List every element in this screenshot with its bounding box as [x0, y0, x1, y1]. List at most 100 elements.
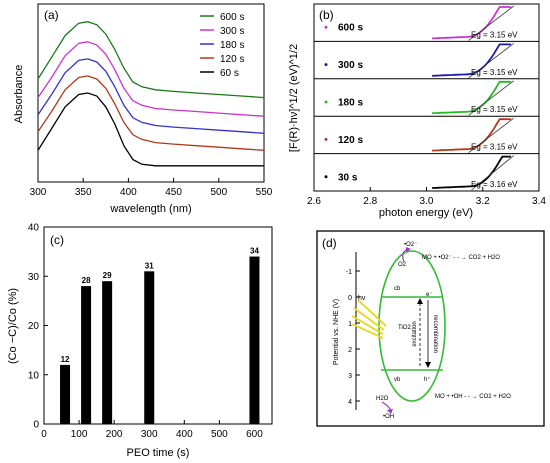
panel-a-x-tick-label: 450 [165, 187, 182, 198]
panel-c-y-tick-label: 0 [33, 420, 39, 431]
panel-b-series-label: 120 s [338, 135, 363, 146]
panel-b-eg-label: Eg = 3.15 eV [471, 143, 518, 152]
panel-c-bar [81, 286, 92, 424]
panel-c-data-label: 34 [250, 247, 259, 256]
panel-b-legend-marker [324, 175, 328, 179]
panel-d-y-ticks: -1 0 1 2 3 4 [346, 269, 360, 406]
panel-b-x-tick-label: 3.2 [476, 196, 490, 207]
panel-b-subplots: 600 s Eg = 3.15 eV 300 s Eg = 3.15 eV 180 s E… [314, 5, 539, 191]
panel-c-bar [144, 271, 155, 424]
panel-b-legend-marker [324, 63, 328, 67]
h2o-label: H2O [376, 396, 389, 402]
panel-a-x-tick-label: 500 [210, 187, 227, 198]
panel-a-legend-label: 60 s [220, 68, 239, 79]
panel-a-legend: 600 s 300 s 180 s 120 s 60 s [200, 12, 244, 79]
panel-a-curves [37, 21, 265, 167]
panel-b-y-axis-title: [F(R)·hν]^1/2 (eV)^1/2 [288, 44, 300, 152]
panel-b-tauc-curve [432, 6, 511, 40]
top-reaction: MO + •O2⁻ - - → CO2 + H2O [422, 255, 500, 261]
panel-b-series-label: 300 s [338, 60, 363, 71]
panel-b-x-tick-label: 2.6 [307, 196, 321, 207]
panel-c-x-tick-label: 0 [41, 429, 47, 440]
panel-b-tauc-curve [432, 80, 511, 115]
panel-d-y-tick-label: 3 [348, 373, 352, 380]
panel-c-y-tick-label: 40 [28, 223, 40, 234]
panel-c-ticks: 0 100 200 300 400 500 600 0 10 20 30 40 [28, 223, 263, 441]
panel-a-legend-label: 300 s [220, 26, 244, 37]
recombination-arrowhead [425, 362, 431, 368]
panel-c-bars: 12 28 29 31 34 [60, 247, 260, 424]
panel-b-series-label: 180 s [338, 97, 363, 108]
panel-b-legend-marker [324, 25, 328, 29]
panel-c-label: (c) [50, 233, 64, 247]
panel-a-curve-120s [37, 75, 265, 151]
panel-a-x-axis-title: wavelength (nm) [109, 203, 191, 215]
panel-c-data-label: 12 [61, 355, 70, 364]
panel-b-tangent-line [471, 155, 514, 191]
panel-b-x-tick-label: 3.4 [532, 196, 546, 207]
bottom-reaction: MO + •OH - - → CO2 + H2O [435, 394, 511, 400]
panel-b-series-label: 600 s [338, 23, 363, 34]
panel-c-x-tick-label: 400 [176, 429, 193, 440]
panel-d-label: (d) [322, 236, 337, 250]
panel-b-eg-label: Eg = 3.15 eV [471, 105, 518, 114]
panel-a-legend-label: 120 s [220, 54, 244, 65]
panel-a-plot-frame [37, 3, 265, 183]
panel-a-curve-300s [37, 41, 265, 117]
panel-b-x-ticks: 2.6 2.8 3.0 3.2 3.4 [307, 187, 546, 207]
vb-label: vb [394, 377, 401, 383]
panel-c-data-label: 29 [103, 271, 112, 280]
panel-a-x-tick-label: 400 [120, 187, 137, 198]
panel-a-x-ticks: 300 350 400 450 500 550 [30, 178, 273, 198]
electron-label: e⁻ [426, 292, 433, 298]
panel-b-tauc-plot: (b) [F(R)·hν]^1/2 (eV)^1/2 photon energy… [288, 3, 546, 219]
panel-d-y-tick-label: 0 [348, 295, 352, 302]
panel-c-bar [249, 256, 260, 424]
excitation-label: excitation [412, 321, 418, 346]
panel-b-x-tick-label: 2.8 [363, 196, 377, 207]
panel-b-legend-marker [324, 137, 328, 141]
panel-a-curve-60s [37, 92, 264, 167]
panel-b-eg-label: Eg = 3.15 eV [471, 30, 518, 39]
panel-b-eg-label: Eg = 3.15 eV [471, 68, 518, 77]
o2-reduction-arrowhead [406, 247, 411, 252]
panel-c-x-tick-label: 600 [246, 429, 263, 440]
panel-b-tangent-line [468, 80, 514, 116]
hydroxyl-label: •OH [383, 414, 394, 420]
panel-c-y-axis-title: (Co −C)/Co (%) [7, 288, 19, 364]
panel-d-y-tick-label: -1 [346, 269, 352, 276]
cb-label: cb [394, 286, 401, 292]
panel-a-x-tick-label: 550 [256, 187, 273, 198]
panel-c-x-tick-label: 300 [141, 429, 158, 440]
superoxide-label: •O2⁻ [404, 242, 417, 248]
panel-c-y-tick-label: 20 [28, 321, 40, 332]
panel-b-legend-marker [324, 100, 328, 104]
panel-c-x-tick-label: 500 [211, 429, 228, 440]
panel-c-y-tick-label: 30 [28, 272, 40, 283]
panel-a-curve-600s [37, 21, 265, 99]
excitation-arrowhead [417, 298, 423, 304]
panel-c-x-tick-label: 100 [71, 429, 88, 440]
panel-b-tauc-curve [432, 118, 511, 152]
panel-c-bar-chart: (c) (Co −C)/Co (%) PEO time (s) 0 100 200 3… [7, 223, 273, 459]
panel-c-x-axis-title: PEO time (s) [127, 447, 190, 459]
o2-label: O2 [398, 262, 407, 268]
panel-b-tangent-line [468, 117, 514, 153]
panel-a-x-tick-label: 300 [30, 187, 47, 198]
panel-d-y-axis-title: Potential vs. NHE (V) [333, 299, 340, 365]
panel-b-tauc-curve [432, 43, 511, 77]
panel-b-tauc-curve [432, 155, 511, 189]
hole-label: h⁺ [424, 376, 431, 383]
light-rays [351, 299, 387, 339]
panel-b-series-label: 30 s [338, 172, 358, 183]
panel-c-plot-frame [43, 226, 273, 425]
panel-c-x-tick-label: 200 [106, 429, 123, 440]
panel-b-x-tick-label: 3.0 [420, 196, 434, 207]
tio2-label: TiO2 [398, 325, 411, 331]
panel-c-y-tick-label: 10 [28, 370, 40, 381]
light-label: hν [358, 295, 366, 302]
panel-b-label: (b) [319, 8, 334, 22]
panel-b-tangent-line [468, 5, 514, 41]
panel-b-x-axis-title: photon energy (eV) [379, 207, 473, 219]
